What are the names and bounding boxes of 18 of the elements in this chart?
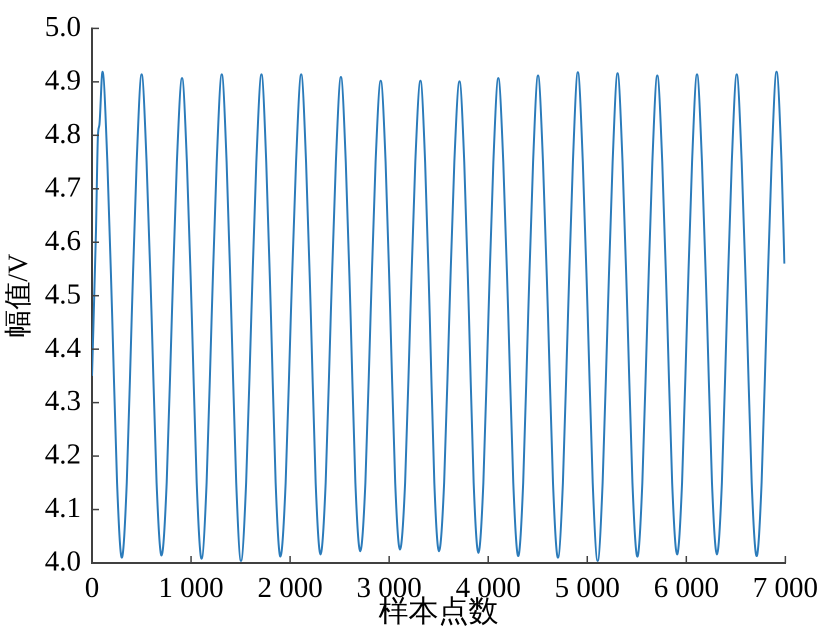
y-tick-label: 4.7 bbox=[44, 171, 81, 204]
y-tick-label: 4.0 bbox=[44, 546, 81, 578]
y-tick-label: 4.1 bbox=[44, 492, 81, 524]
y-tick-label: 4.6 bbox=[44, 224, 81, 257]
y-tick-label: 4.2 bbox=[44, 438, 81, 471]
x-tick-label: 0 bbox=[84, 572, 100, 604]
x-tick-label: 6 000 bbox=[654, 572, 719, 604]
y-tick-label: 4.3 bbox=[44, 385, 81, 418]
y-axis-title: 幅值/V bbox=[3, 254, 34, 338]
y-tick-label: 5.0 bbox=[44, 11, 81, 44]
y-tick-label: 4.5 bbox=[44, 278, 81, 310]
x-tick-label: 1 000 bbox=[158, 572, 224, 604]
y-tick-label: 4.4 bbox=[44, 332, 82, 364]
x-tick-label: 2 000 bbox=[257, 572, 323, 604]
x-tick-label: 7 000 bbox=[752, 572, 818, 604]
x-tick-label: 5 000 bbox=[554, 572, 620, 604]
y-tick-label: 4.8 bbox=[44, 118, 81, 150]
y-tick-label: 4.9 bbox=[44, 64, 81, 96]
